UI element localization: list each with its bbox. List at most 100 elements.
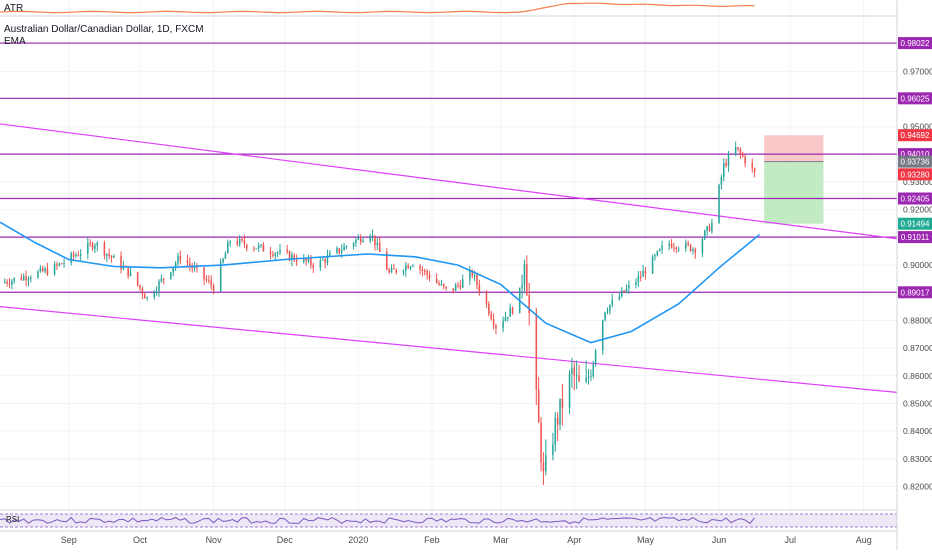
candle-body [445, 286, 447, 289]
candle-body [741, 153, 744, 157]
x-tick-label: Sep [61, 535, 77, 545]
price-badges: 0.98022 0.96025 0.94010 0.92405 0.91011 0.890… [898, 37, 932, 299]
stop-price-badge: 0.94692 [901, 131, 930, 140]
candle-body [718, 184, 720, 223]
candle-body [528, 295, 530, 314]
candle-body [554, 417, 557, 445]
candle-body [637, 276, 640, 283]
candle-body [611, 299, 614, 305]
candle-body [75, 255, 77, 257]
ema-overlay [0, 221, 760, 344]
candle-body [442, 284, 445, 287]
candle-body [535, 313, 538, 390]
candle-body [419, 265, 421, 270]
candle-body [30, 277, 32, 280]
candle-body [393, 268, 395, 270]
y-tick-label: 0.95000 [903, 122, 932, 132]
candle-body [77, 255, 80, 257]
target-price-badge-bg [898, 217, 932, 230]
level-price-badge: 0.92405 [901, 195, 930, 204]
candle-body [507, 316, 509, 318]
candle-body [386, 251, 388, 270]
candle-body [262, 244, 265, 252]
ema-price-badge: 0.93280 [901, 170, 930, 179]
atr-pane [0, 2, 897, 17]
candle-body [58, 263, 61, 266]
candle-body [753, 168, 756, 172]
candle-body [113, 255, 115, 258]
candle-body [122, 266, 125, 269]
candle-body [343, 246, 345, 251]
y-tick-label: 0.92000 [903, 205, 932, 215]
x-tick-label: Nov [206, 535, 223, 545]
candle-body [255, 248, 258, 250]
candle-body [170, 272, 172, 279]
candle-body [575, 375, 578, 377]
level-price-badge: 0.98022 [901, 39, 930, 48]
candle-body [227, 242, 229, 254]
candle-body [620, 290, 623, 297]
candle-body [452, 288, 455, 291]
x-tick-label: Jul [784, 535, 796, 545]
candle-body [108, 253, 110, 256]
candle-body [189, 263, 191, 266]
candle-body [345, 246, 348, 248]
x-tick-label: Jun [712, 535, 727, 545]
x-tick-label: Dec [277, 535, 294, 545]
level-price-badge-bg [898, 231, 932, 244]
candle-body [390, 268, 393, 273]
candle-body [594, 350, 597, 364]
take-profit-zone [764, 161, 824, 224]
candle-body [87, 242, 89, 254]
candle-body [540, 422, 542, 463]
candle-body [22, 276, 25, 280]
candle-body [601, 320, 604, 351]
candle-body [478, 284, 481, 293]
candle-body [174, 263, 177, 268]
candle-body [208, 280, 210, 282]
candle-body [604, 312, 606, 321]
candle-body [374, 235, 376, 246]
y-tick-label: 0.85000 [903, 398, 932, 408]
candle-body [402, 270, 405, 273]
candle-body [509, 307, 511, 317]
candle-body [103, 242, 106, 256]
candle-body [471, 270, 474, 276]
candle-body [459, 285, 462, 288]
candle-body [725, 162, 727, 166]
candle-body [79, 253, 82, 256]
x-tick-label: Aug [856, 535, 872, 545]
candle-body [734, 147, 737, 155]
candle-body [571, 367, 573, 374]
candle-body [219, 262, 222, 292]
candle-body [13, 277, 16, 281]
candle-body [440, 284, 443, 286]
candle-body [371, 235, 374, 237]
candle-body [687, 242, 689, 245]
candle-body [559, 398, 561, 425]
candle-body [521, 284, 523, 288]
candle-body [120, 255, 122, 269]
candle-body [704, 230, 706, 240]
candle-body [454, 284, 457, 291]
candle-body [658, 249, 661, 252]
candle-body [336, 248, 338, 253]
candle-body [504, 316, 507, 321]
candle-body [324, 259, 326, 263]
candle-body [6, 281, 8, 284]
candle-body [670, 243, 673, 248]
candle-body [146, 297, 148, 299]
candle-body [526, 264, 528, 296]
candle-body [310, 258, 312, 266]
candle-body [722, 162, 725, 177]
horizontal-levels [0, 42, 897, 293]
candle-body [25, 276, 27, 281]
y-tick-label: 0.84000 [903, 426, 932, 436]
candle-body [326, 255, 329, 263]
candle-body [369, 235, 371, 241]
candle-body [701, 239, 704, 254]
candle-body [153, 293, 156, 298]
level-price-badge: 0.89017 [901, 288, 930, 297]
